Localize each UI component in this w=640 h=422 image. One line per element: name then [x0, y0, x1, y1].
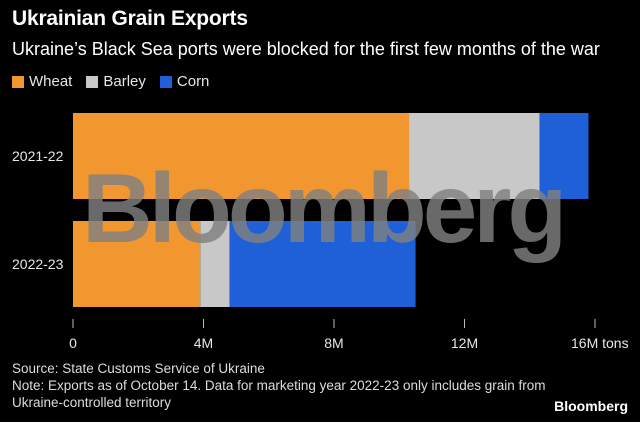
bar-barley-2022-23: [200, 221, 230, 307]
bar-corn-2021-22: [539, 113, 589, 199]
x-tick-label: 8M: [324, 335, 343, 351]
bloomberg-logo: Bloomberg: [554, 398, 628, 414]
bar-wheat-2022-23: [73, 221, 201, 307]
category-label: 2021-22: [12, 148, 64, 164]
legend-swatch-barley: [86, 75, 99, 88]
category-label: 2022-23: [12, 256, 64, 272]
legend-swatch-corn: [159, 75, 172, 88]
chart-subtitle: Ukraine’s Black Sea ports were blocked f…: [12, 39, 600, 59]
bar-barley-2021-22: [409, 113, 540, 199]
bar-corn-2022-23: [229, 221, 416, 307]
legend-item-corn: Corn: [159, 73, 210, 90]
x-tick-label: 4M: [194, 335, 213, 351]
x-tick-label: 16M tons: [571, 335, 629, 351]
bar-wheat-2021-22: [73, 113, 410, 199]
legend-label-barley: Barley: [103, 73, 146, 90]
legend-label-corn: Corn: [176, 73, 210, 90]
bar-chart: 2021-22 2022-23 0 4M 8M 12M 16M tons: [12, 113, 629, 351]
legend-item-barley: Barley: [86, 73, 146, 90]
legend-label-wheat: Wheat: [29, 73, 73, 90]
legend-item-wheat: Wheat: [12, 73, 72, 90]
footnote: Note: Exports as of October 14. Data for…: [12, 378, 546, 410]
x-tick-label: 0: [69, 335, 77, 351]
source-note: Source: State Customs Service of Ukraine: [12, 361, 265, 376]
legend: Wheat Barley Corn: [12, 73, 209, 90]
x-tick-label: 12M: [451, 335, 478, 351]
chart-footer: Source: State Customs Service of Ukraine…: [12, 360, 572, 411]
chart-title: Ukrainian Grain Exports: [12, 7, 248, 30]
legend-swatch-wheat: [12, 75, 24, 88]
